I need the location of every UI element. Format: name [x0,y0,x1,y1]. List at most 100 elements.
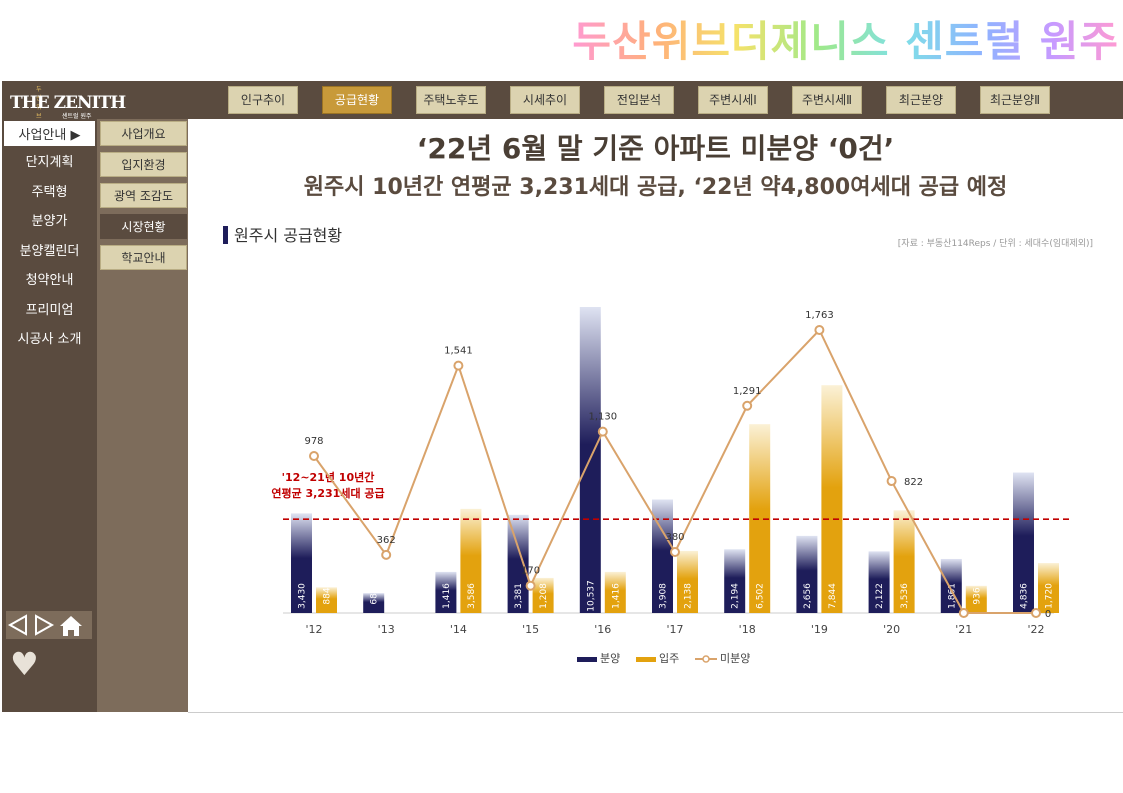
unsold-point-8 [814,325,825,335]
legend-unsold-marker [702,655,710,663]
bar-movein-9 [893,510,915,613]
x-tick-3: '14 [450,623,467,636]
legend-movein-label: 입주 [659,652,679,665]
bar-supply-2 [363,593,385,613]
legend-supply-label: 분양 [600,652,620,665]
x-tick-7: '18 [739,623,756,636]
bar-supply-label-11: 4,836 [1020,583,1030,609]
x-tick-11: '22 [1027,623,1044,636]
next-arrow-icon[interactable] [35,614,55,636]
bar-supply-9 [868,551,890,613]
left-nav-item-5[interactable]: 분양캘린더 [19,243,80,259]
bar-movein-1 [316,587,337,613]
tab-8[interactable]: 최근분양 [886,86,956,114]
unsold-label-4: 170 [521,566,540,577]
reference-label-line2: 연평균 3,231세대 공급 [271,486,384,500]
unsold-label-1: 978 [304,436,323,447]
source-note: [자료 : 부동산114Reps / 단위 : 세대수(임대제외)] [897,239,1093,249]
bar-supply-label-5: 10,537 [586,580,596,612]
bar-movein-label-6: 2,138 [684,583,694,609]
tab-3[interactable]: 주택노후도 [416,86,486,114]
supply-chart: 3,430 884 '12 683 '13 1,416 3,586 '14 3,381 1,208… [270,307,1070,665]
unsold-label-8: 1,763 [805,310,834,321]
unsold-point-7 [742,400,753,411]
bar-movein-label-10: 936 [972,587,982,604]
unsold-point-4 [525,580,536,591]
bar-supply-label-7: 2,194 [731,583,741,609]
bar-movein-4 [532,577,554,613]
bar-movein-label-1: 884 [323,587,333,604]
left-nav-item-2[interactable]: 단지계획 [25,155,74,171]
prev-arrow-icon[interactable] [7,614,27,636]
logo-sub-text: 센트럴 원주 [62,113,92,120]
unsold-label-5: 1,130 [588,412,617,423]
unsold-point-1 [309,451,319,462]
x-tick-6: '17 [666,623,683,636]
sub-nav-item-4[interactable]: 시장현황 [100,214,187,239]
tab-4[interactable]: 시세추이 [510,86,580,114]
brand-title: 두산위브더제니스 센트럴 원주 [572,8,1119,69]
x-tick-10: '21 [955,623,972,636]
heart-icon[interactable]: ♥ [10,645,39,683]
x-tick-1: '12 [305,623,322,636]
home-icon[interactable] [60,616,82,636]
unsold-label-11: 0 [1045,609,1051,620]
bar-supply-3 [435,571,457,613]
headline: ‘22년 6월 말 기준 아파트 미분양 ‘0건’ [416,132,895,165]
bar-movein-label-8: 7,844 [828,583,838,609]
sub-nav-item-1[interactable]: 사업개요 [100,121,187,146]
tab-5[interactable]: 전입분석 [604,86,674,114]
tab-1[interactable]: 인구추이 [228,86,298,114]
unsold-point-9 [886,476,897,487]
left-nav-item-6[interactable]: 청약안내 [25,273,74,289]
subheadline: 원주시 10년간 연평균 3,231세대 공급, ‘22년 약4,800여세대 … [303,175,1008,200]
bar-movein-6 [677,550,698,613]
bar-movein-7 [749,424,771,613]
unsold-label-3: 1,541 [444,346,473,357]
unsold-point-2 [381,549,392,560]
tab-6[interactable]: 주변시세Ⅰ [698,86,768,114]
x-tick-9: '20 [883,623,900,636]
bar-supply-8 [796,535,818,613]
sub-nav-item-5[interactable]: 학교안내 [100,245,187,270]
bar-supply-4 [507,514,529,613]
legend-unsold-label: 미분양 [720,652,750,665]
bar-supply-label-4: 3,381 [514,583,524,609]
bar-supply-label-10: 1,861 [947,583,957,609]
unsold-point-5 [597,426,608,437]
unsold-label-6: 380 [665,532,684,543]
tab-9[interactable]: 최근분양Ⅱ [980,86,1050,114]
unsold-point-3 [453,360,464,371]
bar-supply-label-6: 3,908 [659,583,669,609]
bar-supply-label-3: 1,416 [442,583,452,609]
left-nav-item-3[interactable]: 주택형 [31,184,68,200]
bar-movein-11 [1038,563,1059,613]
tab-7[interactable]: 주변시세Ⅱ [792,86,862,114]
x-tick-8: '19 [811,623,828,636]
x-tick-4: '15 [522,623,539,636]
sub-nav-item-3[interactable]: 광역 조감도 [100,183,187,208]
left-nav-item-7[interactable]: 프리미엄 [25,302,74,318]
bar-supply-1 [291,513,312,613]
tab-2[interactable]: 공급현황 [322,86,392,114]
main-content: ‘22년 6월 말 기준 아파트 미분양 ‘0건’ 원주시 10년간 연평균 3… [188,119,1123,713]
legend-movein-swatch [636,657,656,662]
unsold-label-9: 822 [904,477,923,488]
bar-supply-label-9: 2,122 [875,583,885,609]
logo-top-text: 두산위브 [36,86,42,120]
top-bar: 두산위브 THE ZENITH 센트럴 원주 인구추이 공급현황 주택노후도 시세추이… [2,81,1123,120]
unsold-line [313,328,1036,614]
bar-movein-3 [460,508,482,613]
section-marker [223,226,228,244]
bar-movein-label-9: 3,536 [900,583,910,609]
sub-nav-item-2[interactable]: 입지환경 [100,152,187,177]
bar-supply-6 [652,499,673,613]
x-tick-2: '13 [378,623,395,636]
left-nav-item-4[interactable]: 분양가 [31,214,68,230]
bar-supply-label-1: 3,430 [298,583,308,609]
left-nav-item-1[interactable]: 사업안내 ▶ [4,121,95,146]
bar-movein-label-3: 3,586 [467,583,477,609]
left-nav-item-8[interactable]: 시공사 소개 [17,332,82,348]
section-title-text: 원주시 공급현황 [234,226,343,245]
